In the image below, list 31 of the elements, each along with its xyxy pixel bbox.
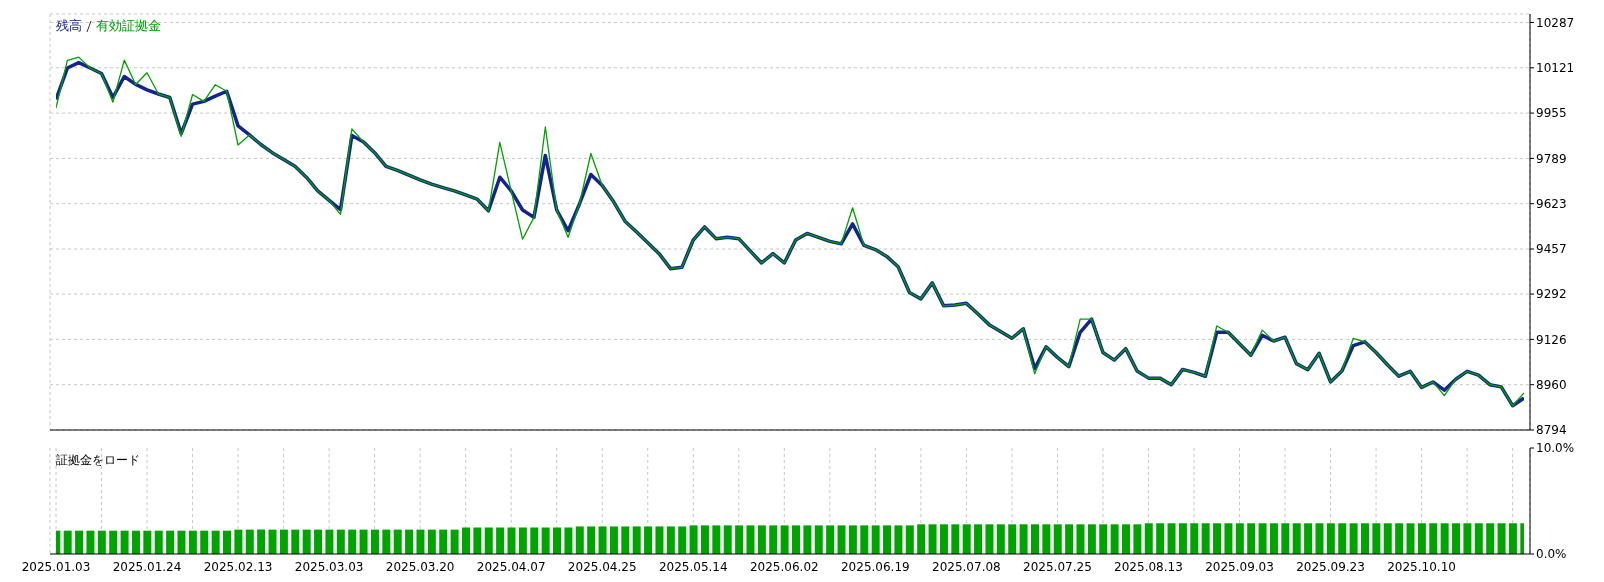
y-tick-label: 8794 [1536, 423, 1567, 438]
x-tick-label: 2025.09.23 [1296, 559, 1365, 574]
y-tick-label: 8960 [1536, 377, 1567, 392]
y-tick-label: 10287 [1536, 15, 1575, 30]
x-tick-label: 2025.07.25 [1023, 559, 1092, 574]
y-tick-label: 9955 [1536, 106, 1567, 121]
x-tick-label: 2025.08.13 [1114, 559, 1183, 574]
y-tick-label: 9292 [1536, 287, 1567, 302]
chart-title: 証拠金をロード [56, 452, 140, 469]
y-tick-label: 0.0% [1536, 547, 1567, 562]
x-tick-label: 2025.10.10 [1387, 559, 1456, 574]
text: 有効証拠金 [96, 17, 161, 35]
y-tick-label: 9457 [1536, 242, 1567, 257]
text: 残高 [56, 17, 82, 35]
x-tick-label: 2025.09.03 [1205, 559, 1274, 574]
x-tick-label: 2025.04.07 [476, 559, 546, 574]
x-tick-label: 2025.05.14 [658, 559, 728, 574]
y-tick-label: 10.0% [1536, 441, 1575, 456]
x-tick-label: 2025.01.24 [112, 559, 182, 574]
y-tick-label: 9623 [1536, 196, 1567, 211]
y-tick-label: 10121 [1536, 61, 1575, 76]
x-tick-label: 2025.01.03 [21, 559, 91, 574]
x-tick-label: 2025.02.13 [203, 559, 273, 574]
x-tick-label: 2025.04.25 [567, 559, 637, 574]
x-tick-label: 2025.03.20 [385, 559, 455, 574]
y-tick-label: 9126 [1536, 332, 1567, 347]
y-tick-label: 9789 [1536, 151, 1567, 166]
x-tick-label: 2025.06.02 [749, 559, 819, 574]
x-tick-label: 2025.07.08 [932, 559, 1001, 574]
x-tick-label: 2025.03.03 [294, 559, 364, 574]
x-tick-label: 2025.06.19 [840, 559, 910, 574]
